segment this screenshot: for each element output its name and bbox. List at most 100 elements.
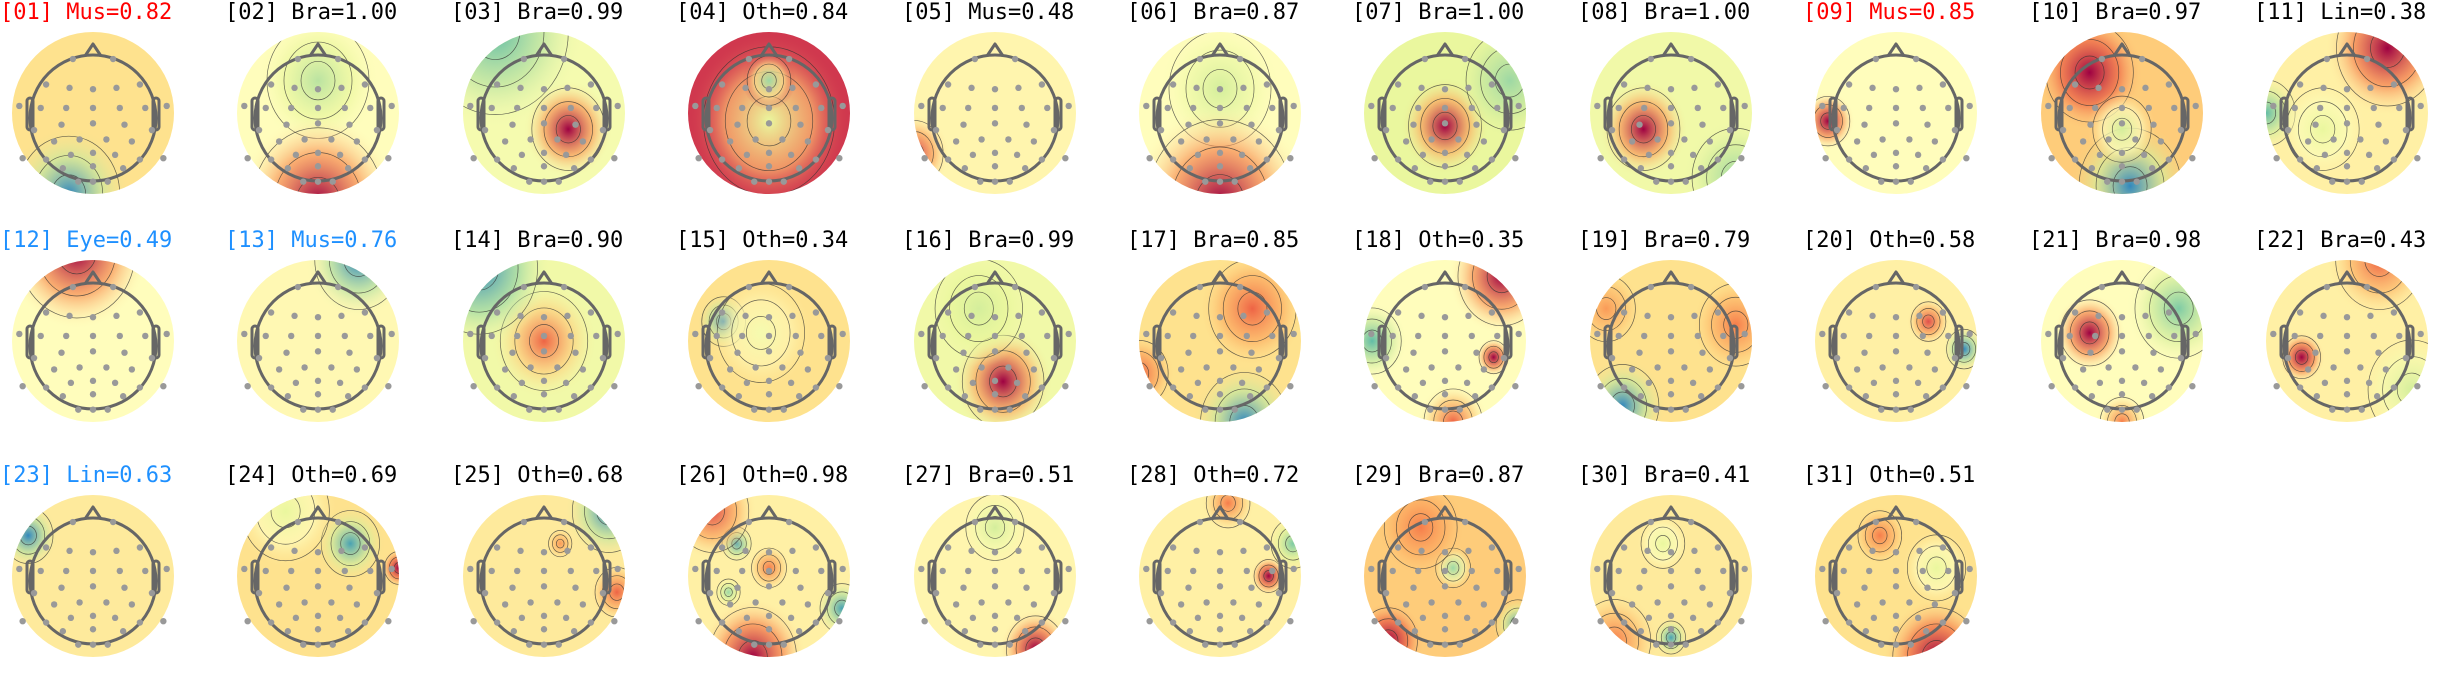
electrode-markers (1594, 55, 1748, 185)
topomap-cell: [16] Bra=0.99 (902, 228, 1127, 458)
topomap-cell: [19] Bra=0.79 (1578, 228, 1803, 458)
electrode-markers (16, 518, 170, 648)
component-label: [26] Oth=0.98 (676, 463, 849, 488)
topomap-cell: [01] Mus=0.82 (0, 0, 225, 230)
topomap-cell: [24] Oth=0.69 (225, 463, 450, 693)
scalp-topomap (688, 32, 850, 194)
electrode-markers (241, 55, 395, 185)
scalp-topomap (1364, 495, 1526, 657)
electrode-markers (692, 283, 846, 413)
component-label: [17] Bra=0.85 (1127, 228, 1300, 253)
topomap-cell: [15] Oth=0.34 (676, 228, 901, 458)
scalp-topomap (237, 260, 399, 422)
scalp-topomap (914, 32, 1076, 194)
electrode-markers (918, 55, 1072, 185)
electrode-markers (467, 283, 621, 413)
scalp-topomap (2041, 32, 2203, 194)
scalp-topomap (463, 32, 625, 194)
electrode-markers (16, 55, 170, 185)
electrode-markers (692, 55, 846, 185)
scalp-topomap (1590, 32, 1752, 194)
topomap-cell: [21] Bra=0.98 (2029, 228, 2254, 458)
component-label: [16] Bra=0.99 (902, 228, 1075, 253)
topomap-cell: [12] Eye=0.49 (0, 228, 225, 458)
activation-field (2266, 32, 2428, 194)
electrode-markers (1819, 283, 1973, 413)
activation-field (237, 495, 399, 657)
component-label: [28] Oth=0.72 (1127, 463, 1300, 488)
topomap-grid: [01] Mus=0.82 [02] Bra=1.00 [03] Bra=0.99 [… (0, 0, 2438, 657)
activation-field (237, 32, 399, 194)
component-label: [03] Bra=0.99 (451, 0, 624, 25)
component-label: [24] Oth=0.69 (225, 463, 398, 488)
topomap-cell: [06] Bra=0.87 (1127, 0, 1352, 230)
electrode-markers (1143, 518, 1297, 648)
component-label: [12] Eye=0.49 (0, 228, 173, 253)
electrode-markers (1143, 283, 1297, 413)
scalp-topomap (237, 495, 399, 657)
topomap-cell: [30] Bra=0.41 (1578, 463, 1803, 693)
topomap-cell: [09] Mus=0.85 (1803, 0, 2028, 230)
scalp-topomap (463, 260, 625, 422)
scalp-topomap (2266, 32, 2428, 194)
topomap-cell: [11] Lin=0.38 (2254, 0, 2438, 230)
scalp-topomap (12, 260, 174, 422)
component-label: [08] Bra=1.00 (1578, 0, 1751, 25)
scalp-topomap (1815, 495, 1977, 657)
electrode-markers (241, 518, 395, 648)
component-label: [20] Oth=0.58 (1803, 228, 1976, 253)
topomap-cell: [03] Bra=0.99 (451, 0, 676, 230)
electrode-markers (1368, 55, 1522, 185)
scalp-topomap (463, 495, 625, 657)
electrode-markers (2270, 55, 2424, 185)
scalp-topomap (2266, 260, 2428, 422)
electrode-markers (467, 518, 621, 648)
scalp-topomap (1139, 260, 1301, 422)
component-label: [19] Bra=0.79 (1578, 228, 1751, 253)
electrode-markers (1368, 518, 1522, 648)
topomap-cell: [05] Mus=0.48 (902, 0, 1127, 230)
topomap-cell: [22] Bra=0.43 (2254, 228, 2438, 458)
electrode-markers (2045, 283, 2199, 413)
electrode-markers (1594, 283, 1748, 413)
topomap-cell: [17] Bra=0.85 (1127, 228, 1352, 458)
component-label: [02] Bra=1.00 (225, 0, 398, 25)
topomap-cell: [04] Oth=0.84 (676, 0, 901, 230)
component-label: [15] Oth=0.34 (676, 228, 849, 253)
electrode-markers (1819, 55, 1973, 185)
electrode-markers (1819, 518, 1973, 648)
scalp-topomap (1815, 32, 1977, 194)
scalp-topomap (1590, 495, 1752, 657)
electrode-markers (2045, 55, 2199, 185)
component-label: [27] Bra=0.51 (902, 463, 1075, 488)
topomap-cell: [27] Bra=0.51 (902, 463, 1127, 693)
topomap-cell: [23] Lin=0.63 (0, 463, 225, 693)
scalp-topomap (914, 495, 1076, 657)
activation-field (1815, 260, 1977, 422)
component-label: [31] Oth=0.51 (1803, 463, 1976, 488)
component-label: [29] Bra=0.87 (1352, 463, 1525, 488)
electrode-markers (1143, 55, 1297, 185)
topomap-cell: [10] Bra=0.97 (2029, 0, 2254, 230)
component-label: [18] Oth=0.35 (1352, 228, 1525, 253)
topomap-cell: [28] Oth=0.72 (1127, 463, 1352, 693)
scalp-topomap (914, 260, 1076, 422)
electrode-markers (241, 283, 395, 413)
component-label: [10] Bra=0.97 (2029, 0, 2202, 25)
topomap-cell: [13] Mus=0.76 (225, 228, 450, 458)
scalp-topomap (237, 32, 399, 194)
component-label: [14] Bra=0.90 (451, 228, 624, 253)
electrode-markers (16, 283, 170, 413)
scalp-topomap (12, 32, 174, 194)
topomap-cell: [14] Bra=0.90 (451, 228, 676, 458)
component-label: [06] Bra=0.87 (1127, 0, 1300, 25)
topomap-cell: [31] Oth=0.51 (1803, 463, 2028, 693)
topomap-cell: [25] Oth=0.68 (451, 463, 676, 693)
scalp-topomap (12, 495, 174, 657)
electrode-markers (1368, 283, 1522, 413)
scalp-topomap (1815, 260, 1977, 422)
component-label: [30] Bra=0.41 (1578, 463, 1751, 488)
component-label: [07] Bra=1.00 (1352, 0, 1525, 25)
electrode-markers (467, 55, 621, 185)
component-label: [05] Mus=0.48 (902, 0, 1075, 25)
